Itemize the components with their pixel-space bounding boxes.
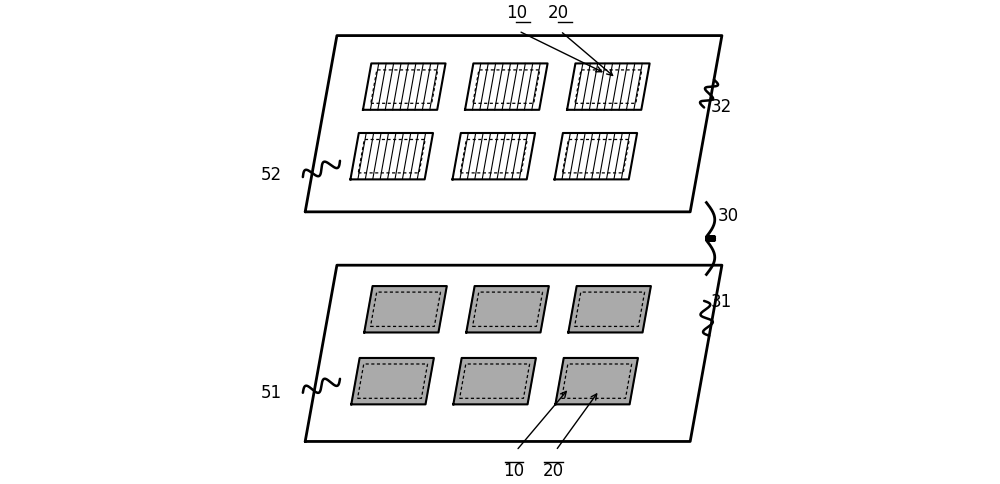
Text: 30: 30: [718, 208, 739, 226]
Text: 20: 20: [543, 462, 564, 480]
Polygon shape: [351, 358, 434, 404]
Polygon shape: [568, 286, 651, 333]
Polygon shape: [453, 133, 535, 180]
Polygon shape: [567, 63, 650, 110]
Text: 31: 31: [711, 293, 732, 311]
Polygon shape: [350, 133, 433, 180]
Polygon shape: [453, 358, 536, 404]
Polygon shape: [364, 286, 447, 333]
Text: 32: 32: [711, 98, 732, 117]
Polygon shape: [305, 36, 722, 212]
Polygon shape: [555, 133, 637, 180]
Text: 52: 52: [261, 166, 282, 184]
Text: 10: 10: [506, 4, 527, 22]
Polygon shape: [305, 265, 722, 441]
Polygon shape: [363, 63, 446, 110]
Polygon shape: [466, 286, 549, 333]
Polygon shape: [555, 358, 638, 404]
Text: 51: 51: [261, 384, 282, 402]
Text: 20: 20: [547, 4, 569, 22]
Polygon shape: [465, 63, 548, 110]
Text: 10: 10: [503, 462, 524, 480]
